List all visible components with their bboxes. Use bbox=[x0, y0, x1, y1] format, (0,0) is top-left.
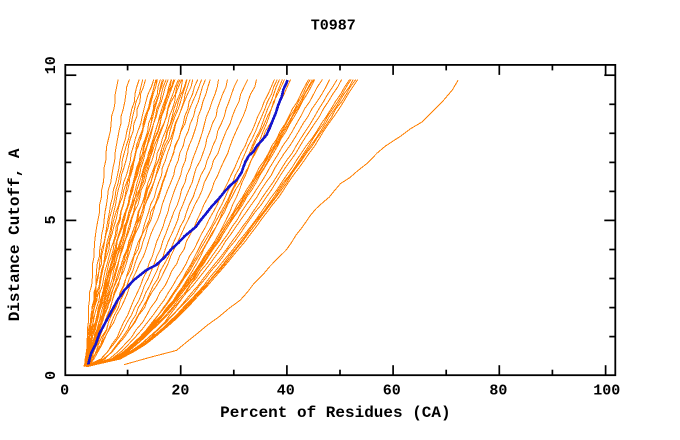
svg-text:0: 0 bbox=[60, 383, 69, 400]
svg-text:Distance Cutoff, A: Distance Cutoff, A bbox=[6, 148, 24, 321]
svg-text:40: 40 bbox=[277, 383, 295, 400]
svg-text:T0987: T0987 bbox=[311, 18, 356, 35]
svg-text:Percent of Residues (CA): Percent of Residues (CA) bbox=[220, 404, 450, 422]
svg-text:20: 20 bbox=[171, 383, 189, 400]
svg-text:60: 60 bbox=[383, 383, 401, 400]
svg-text:10: 10 bbox=[43, 56, 60, 74]
svg-text:100: 100 bbox=[593, 383, 620, 400]
svg-text:5: 5 bbox=[43, 215, 60, 224]
svg-text:80: 80 bbox=[489, 383, 507, 400]
svg-text:0: 0 bbox=[43, 371, 60, 380]
